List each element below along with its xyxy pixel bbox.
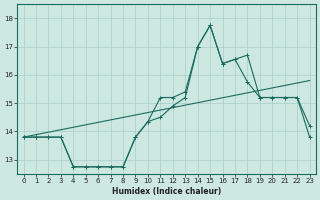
X-axis label: Humidex (Indice chaleur): Humidex (Indice chaleur) (112, 187, 221, 196)
